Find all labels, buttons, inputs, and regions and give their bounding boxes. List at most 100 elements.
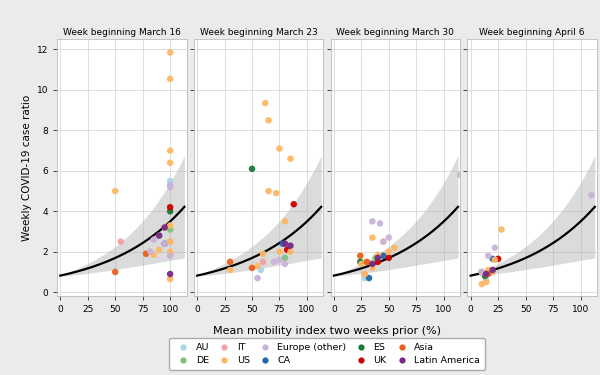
Point — [280, 241, 290, 247]
Point — [225, 259, 235, 265]
Point — [149, 252, 158, 258]
Point — [160, 225, 169, 231]
Text: Mean mobility index two weeks prior (%): Mean mobility index two weeks prior (%) — [213, 326, 441, 336]
Point — [482, 271, 492, 277]
Point — [154, 247, 164, 253]
Point — [160, 241, 169, 247]
Point — [258, 259, 268, 265]
Point — [160, 225, 169, 231]
Point — [286, 156, 295, 162]
Point — [247, 166, 257, 172]
Point — [587, 192, 596, 198]
Point — [360, 275, 370, 281]
Point — [481, 271, 491, 277]
Point — [289, 201, 299, 207]
Point — [166, 148, 175, 154]
Point — [477, 281, 487, 287]
Point — [149, 237, 158, 243]
Point — [375, 220, 385, 226]
Point — [373, 255, 383, 261]
Point — [355, 259, 365, 265]
Point — [225, 267, 235, 273]
Point — [497, 226, 506, 232]
Point — [485, 269, 495, 275]
Point — [362, 259, 371, 265]
Point — [484, 267, 493, 273]
Point — [166, 252, 175, 258]
Point — [362, 259, 371, 265]
Point — [484, 253, 493, 259]
Point — [477, 269, 487, 275]
Point — [166, 50, 175, 55]
Point — [280, 218, 290, 224]
Point — [360, 271, 370, 277]
Point — [253, 275, 262, 281]
Point — [110, 188, 120, 194]
Title: Week beginning March 30: Week beginning March 30 — [337, 28, 454, 37]
Point — [368, 265, 377, 271]
Point — [258, 251, 268, 257]
Point — [384, 235, 394, 241]
Point — [154, 232, 164, 238]
Point — [278, 241, 287, 247]
Point — [146, 249, 155, 255]
Point — [141, 251, 151, 257]
Point — [166, 178, 175, 184]
Point — [166, 226, 175, 232]
Point — [166, 222, 175, 228]
Point — [253, 263, 262, 269]
Point — [364, 275, 374, 281]
Point — [280, 261, 290, 267]
Point — [488, 269, 497, 275]
Point — [480, 273, 490, 279]
Point — [160, 241, 169, 247]
Point — [269, 259, 279, 265]
Point — [379, 253, 388, 259]
Point — [384, 255, 394, 261]
Point — [488, 267, 497, 273]
Point — [166, 76, 175, 82]
Title: Week beginning March 16: Week beginning March 16 — [63, 28, 181, 37]
Point — [455, 172, 465, 178]
Point — [283, 247, 292, 253]
Point — [355, 253, 365, 259]
Point — [490, 245, 500, 251]
Point — [286, 249, 295, 255]
Point — [166, 160, 175, 166]
Point — [477, 269, 487, 275]
Point — [484, 271, 493, 277]
Point — [166, 276, 175, 282]
Point — [166, 238, 175, 244]
Point — [116, 238, 125, 244]
Point — [368, 235, 377, 241]
Point — [275, 257, 284, 263]
Y-axis label: Weekly COVID-19 case ratio: Weekly COVID-19 case ratio — [22, 95, 32, 241]
Point — [384, 249, 394, 255]
Point — [368, 261, 377, 267]
Point — [166, 182, 175, 188]
Point — [263, 117, 273, 123]
Point — [271, 190, 281, 196]
Point — [275, 249, 284, 255]
Point — [263, 188, 273, 194]
Point — [371, 255, 380, 261]
Point — [247, 265, 257, 271]
Point — [286, 243, 295, 249]
Point — [379, 238, 388, 244]
Point — [166, 253, 175, 259]
Point — [280, 255, 290, 261]
Point — [481, 279, 491, 285]
Point — [166, 184, 175, 190]
Point — [373, 252, 383, 258]
Point — [166, 271, 175, 277]
Point — [488, 256, 497, 262]
Point — [379, 238, 388, 244]
Point — [275, 146, 284, 152]
Point — [373, 259, 383, 265]
Title: Week beginning April 6: Week beginning April 6 — [479, 28, 585, 37]
Point — [166, 204, 175, 210]
Point — [481, 271, 491, 277]
Point — [360, 271, 370, 277]
Legend: AU, DE, IT, US, Europe (other), CA, ES, UK, Asia, Latin America: AU, DE, IT, US, Europe (other), CA, ES, … — [169, 338, 485, 370]
Point — [493, 256, 503, 262]
